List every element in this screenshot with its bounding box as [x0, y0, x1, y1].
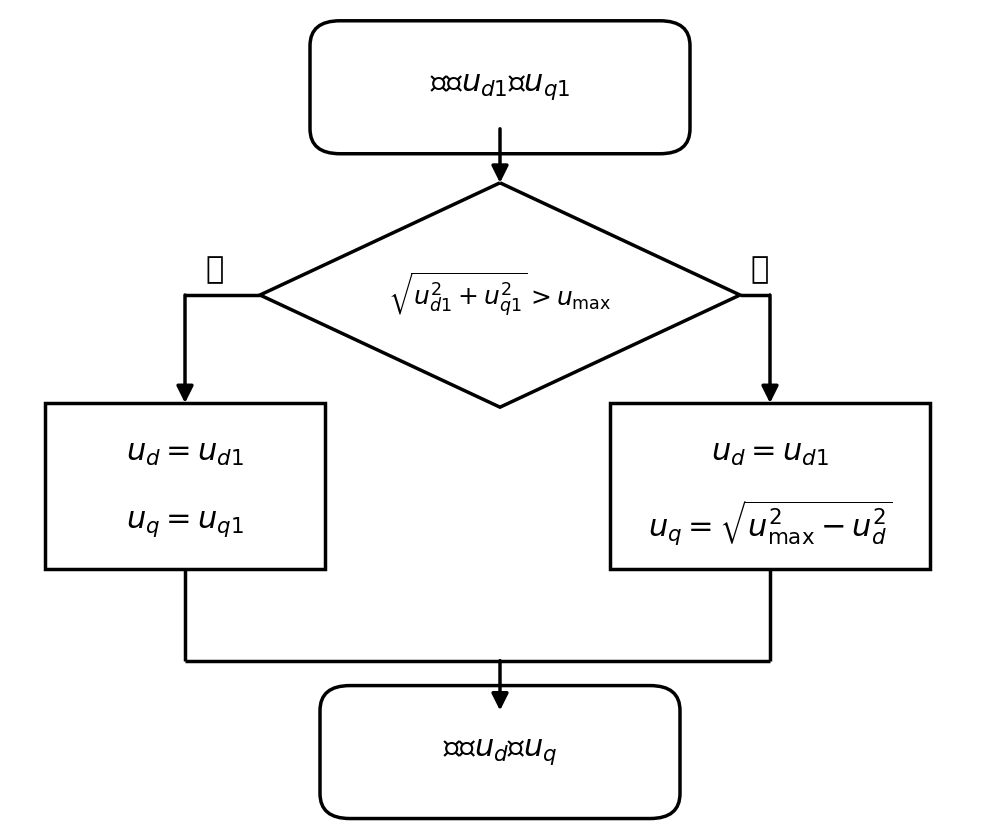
Text: $\sqrt{u_{d1}^2+u_{q1}^2}>u_{\mathrm{max}}$: $\sqrt{u_{d1}^2+u_{q1}^2}>u_{\mathrm{max…: [388, 271, 612, 319]
Text: 给定$u_{d1}$、$u_{q1}$: 给定$u_{d1}$、$u_{q1}$: [430, 72, 570, 102]
Text: $u_q=\sqrt{u_{\mathrm{max}}^2-u_d^2}$: $u_q=\sqrt{u_{\mathrm{max}}^2-u_d^2}$: [648, 499, 892, 548]
Text: $u_q=u_{q1}$: $u_q=u_{q1}$: [126, 508, 244, 539]
FancyBboxPatch shape: [320, 686, 680, 819]
Text: 否: 否: [206, 256, 224, 284]
Bar: [45, 403, 325, 569]
Text: $u_d=u_{d1}$: $u_d=u_{d1}$: [126, 437, 244, 469]
FancyBboxPatch shape: [310, 21, 690, 154]
Bar: [610, 403, 930, 569]
Text: 是: 是: [751, 256, 769, 284]
Text: 输出$u_d$、$u_q$: 输出$u_d$、$u_q$: [443, 737, 557, 767]
Text: $u_d=u_{d1}$: $u_d=u_{d1}$: [711, 437, 829, 469]
